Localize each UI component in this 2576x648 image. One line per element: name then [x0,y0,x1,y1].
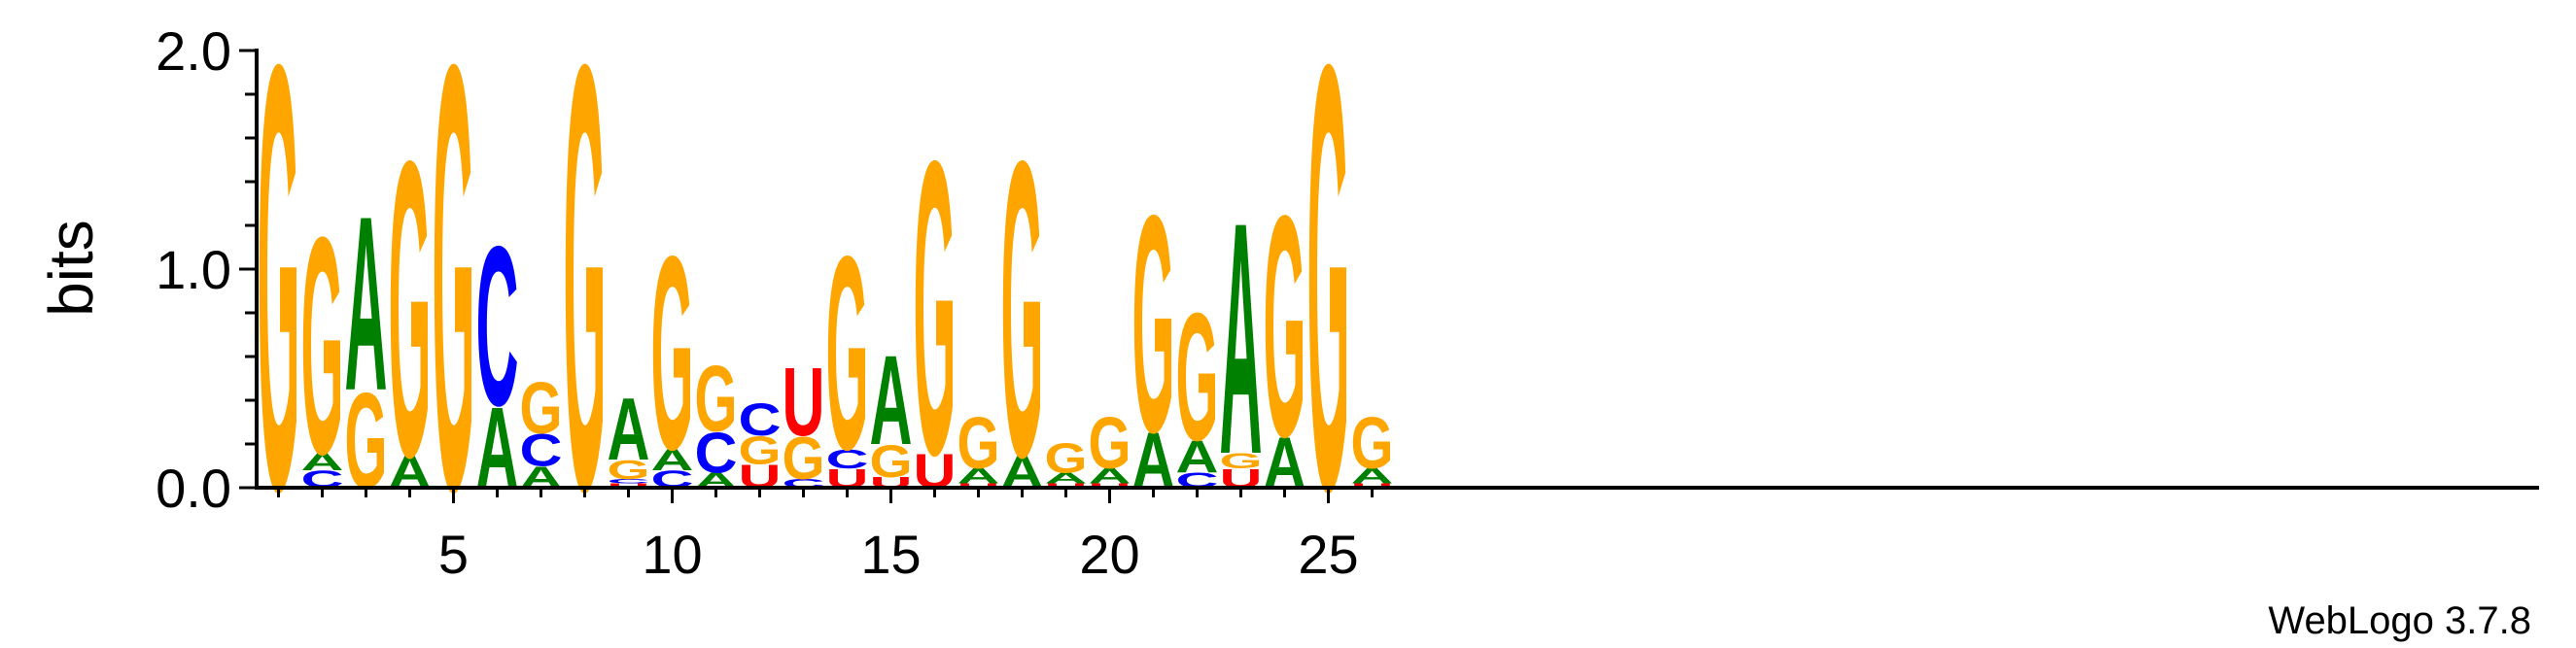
x-tick-label: 20 [1079,524,1139,585]
logo-letter-g: G [1045,433,1088,481]
x-tick-label: 15 [860,524,921,585]
logo-letter-a: A [345,165,388,443]
logo-letter-g: G [695,346,738,452]
logo-letter-g: G [651,199,694,508]
weblogo-credit: WebLogo 3.7.8 [2268,599,2531,642]
logo-letter-g: G [914,76,957,543]
y-tick-label: 0.0 [156,458,231,519]
y-tick-label: 2.0 [156,20,231,82]
logo-letter-g: G [1089,403,1131,485]
logo-letter-c: C [476,200,519,454]
logo-letter-g: G [1264,151,1306,502]
logo-letter-g: G [1001,74,1044,545]
y-tick-label: 1.0 [156,239,231,300]
logo-letter-g: G [1176,277,1219,480]
x-tick-label: 25 [1298,524,1358,585]
logo-letter-g: G [389,74,432,545]
x-tick-label: 5 [438,524,469,585]
logo-letter-g: G [957,403,1000,485]
x-tick-label: 10 [642,524,702,585]
logo-letter-g: G [826,199,869,508]
logo-letter-a: A [608,381,650,479]
logo-letter-g: G [258,0,300,618]
logo-letter-g: G [301,173,344,519]
logo-letter-u: U [783,347,825,456]
logo-letter-g: G [1351,403,1394,485]
y-axis-title: bits [36,220,106,317]
logo-letter-c: C [739,394,782,446]
logo-letter-g: G [520,368,563,450]
logo-letter-a: A [1220,153,1263,523]
logo-letter-g: G [1132,151,1175,496]
logo-letter-g: G [564,0,607,618]
logo-letter-a: A [870,328,913,472]
